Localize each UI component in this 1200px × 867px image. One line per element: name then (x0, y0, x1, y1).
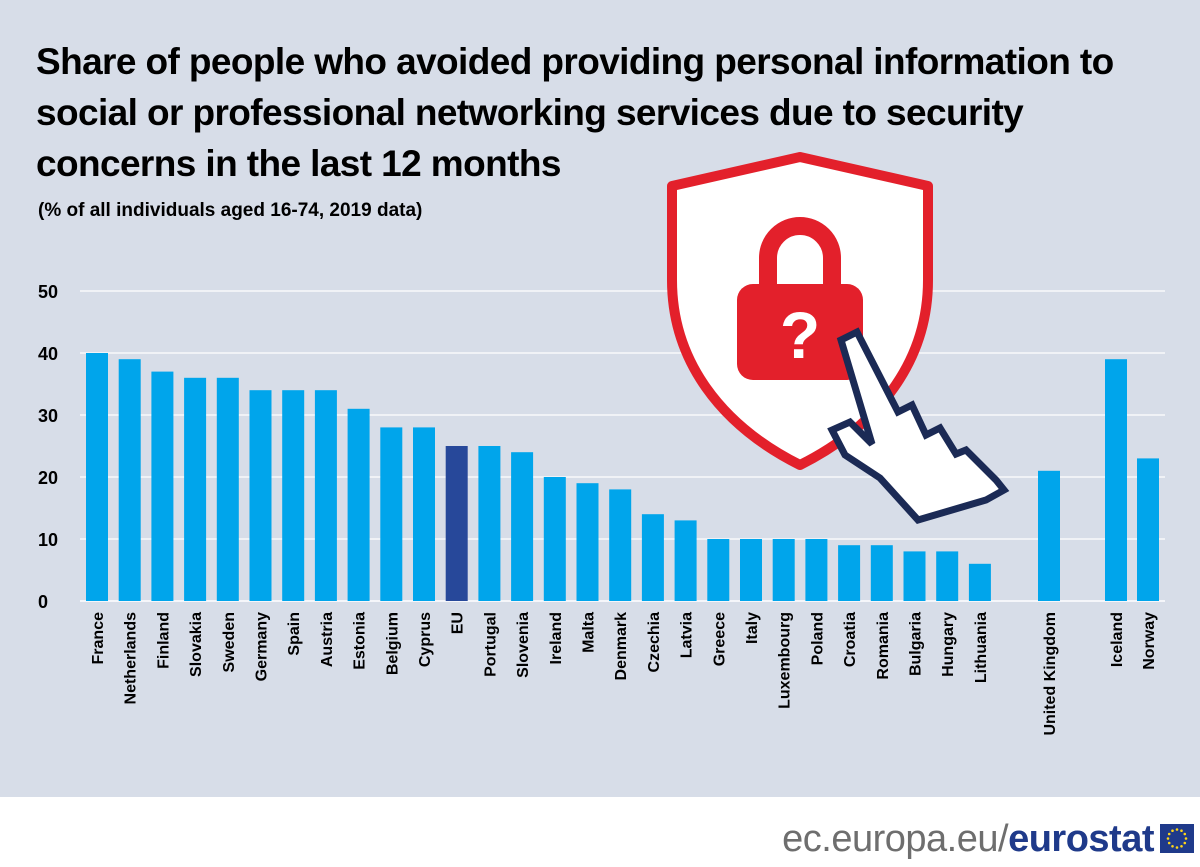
chart-subtitle: (% of all individuals aged 16-74, 2019 d… (38, 200, 423, 221)
bar-chart: 0 10 20 30 40 50 France Netherlands Finland Slov… (38, 152, 1165, 736)
x-tick-label: Lithuania (973, 612, 990, 683)
footer: ec.europa.eu/eurostat (0, 797, 1200, 867)
y-axis-ticks: 0 10 20 30 40 50 (38, 282, 58, 612)
x-tick-label: Cyprus (417, 612, 434, 667)
x-tick-label: United Kingdom (1042, 612, 1059, 736)
x-tick-label: Belgium (384, 612, 401, 675)
bar-poland (805, 539, 828, 601)
x-tick-label: Croatia (842, 612, 859, 667)
bar-iceland (1105, 359, 1127, 601)
bar-eu (445, 446, 468, 601)
bar-spain (282, 390, 305, 601)
bars (86, 353, 1159, 601)
bar-austria (314, 390, 337, 601)
x-tick-label: Latvia (679, 612, 696, 658)
x-tick-label: Netherlands (123, 612, 140, 705)
x-tick-label: Czechia (646, 612, 663, 673)
bar-finland (151, 371, 174, 601)
flag-star (1180, 829, 1183, 833)
source-url-prefix: ec.europa.eu/ (782, 818, 1009, 860)
x-tick-label: Iceland (1109, 612, 1126, 667)
flag-star (1175, 846, 1179, 849)
y-tick-label: 40 (38, 344, 58, 364)
bar-belgium (380, 427, 403, 601)
flag-star (1171, 829, 1174, 833)
bar-denmark (609, 489, 632, 601)
flag-star (1171, 844, 1174, 848)
bar-bulgaria (903, 551, 926, 601)
chart-panel: Share of people who avoided providing pe… (0, 0, 1200, 797)
bar-estonia (347, 408, 370, 601)
x-tick-label: Romania (875, 612, 892, 680)
bar-romania (870, 545, 893, 601)
flag-star (1180, 844, 1183, 848)
bar-lithuania (968, 563, 991, 601)
bar-ireland (543, 477, 566, 601)
bar-portugal (478, 446, 501, 601)
bar-france (86, 353, 108, 601)
x-tick-label: EU (450, 612, 467, 634)
bar-sweden (216, 377, 239, 601)
bar-latvia (674, 520, 697, 601)
flag-star (1166, 837, 1170, 840)
y-tick-label: 0 (38, 592, 48, 612)
padlock-shackle (759, 217, 841, 290)
x-tick-label: Spain (286, 612, 303, 656)
x-tick-label: Malta (581, 612, 598, 653)
x-axis-labels: France Netherlands Finland Slovakia Sweden Ge… (90, 612, 1158, 736)
x-tick-label: Portugal (482, 612, 499, 677)
x-tick-label: Norway (1141, 612, 1158, 670)
x-tick-label: France (90, 612, 107, 665)
bar-netherlands (118, 359, 141, 601)
x-tick-label: Austria (319, 612, 336, 667)
x-tick-label: Bulgaria (908, 612, 925, 676)
padlock-body-icon (737, 284, 863, 380)
flag-star (1183, 841, 1187, 845)
flag-star (1184, 837, 1188, 840)
x-tick-label: Denmark (613, 612, 630, 681)
flag-star (1183, 832, 1187, 836)
bar-cyprus (413, 427, 435, 601)
x-tick-label: Finland (155, 612, 172, 669)
bar-united-kingdom (1038, 470, 1060, 601)
bar-slovakia (184, 377, 207, 601)
x-tick-label: Poland (809, 612, 826, 665)
source-link[interactable]: ec.europa.eu/eurostat (782, 817, 1154, 861)
x-tick-label: Sweden (221, 612, 238, 672)
bar-malta (576, 483, 599, 601)
question-mark-icon: ? (780, 298, 820, 372)
bar-czechia (641, 514, 664, 601)
flag-star (1167, 841, 1171, 845)
x-tick-label: Slovakia (188, 612, 205, 677)
shield-padlock-cursor-icon: ? (667, 152, 1010, 524)
x-tick-label: Germany (254, 612, 271, 681)
bar-germany (249, 390, 272, 601)
eu-flag-icon (1160, 824, 1194, 853)
x-tick-label: Greece (711, 612, 728, 666)
bar-italy (740, 539, 762, 601)
x-tick-label: Slovenia (515, 612, 532, 678)
x-tick-label: Luxembourg (777, 612, 794, 709)
x-tick-label: Estonia (352, 612, 369, 670)
bar-greece (707, 539, 730, 601)
flag-star (1175, 828, 1179, 831)
x-tick-label: Ireland (548, 612, 565, 664)
bar-croatia (838, 545, 861, 601)
chart-title: Share of people who avoided providing pe… (36, 41, 1114, 184)
eurostat-brand: eurostat (1008, 818, 1154, 860)
bar-hungary (936, 551, 959, 601)
y-tick-label: 10 (38, 530, 58, 550)
flag-star (1167, 832, 1171, 836)
y-tick-label: 50 (38, 282, 58, 302)
x-tick-label: Hungary (940, 612, 957, 677)
bar-slovenia (511, 452, 534, 601)
y-tick-label: 20 (38, 468, 58, 488)
y-tick-label: 30 (38, 406, 58, 426)
bar-luxembourg (772, 539, 795, 601)
x-tick-label: Italy (744, 612, 761, 644)
bar-norway (1137, 458, 1159, 601)
pointer-hand-icon (827, 327, 1010, 524)
